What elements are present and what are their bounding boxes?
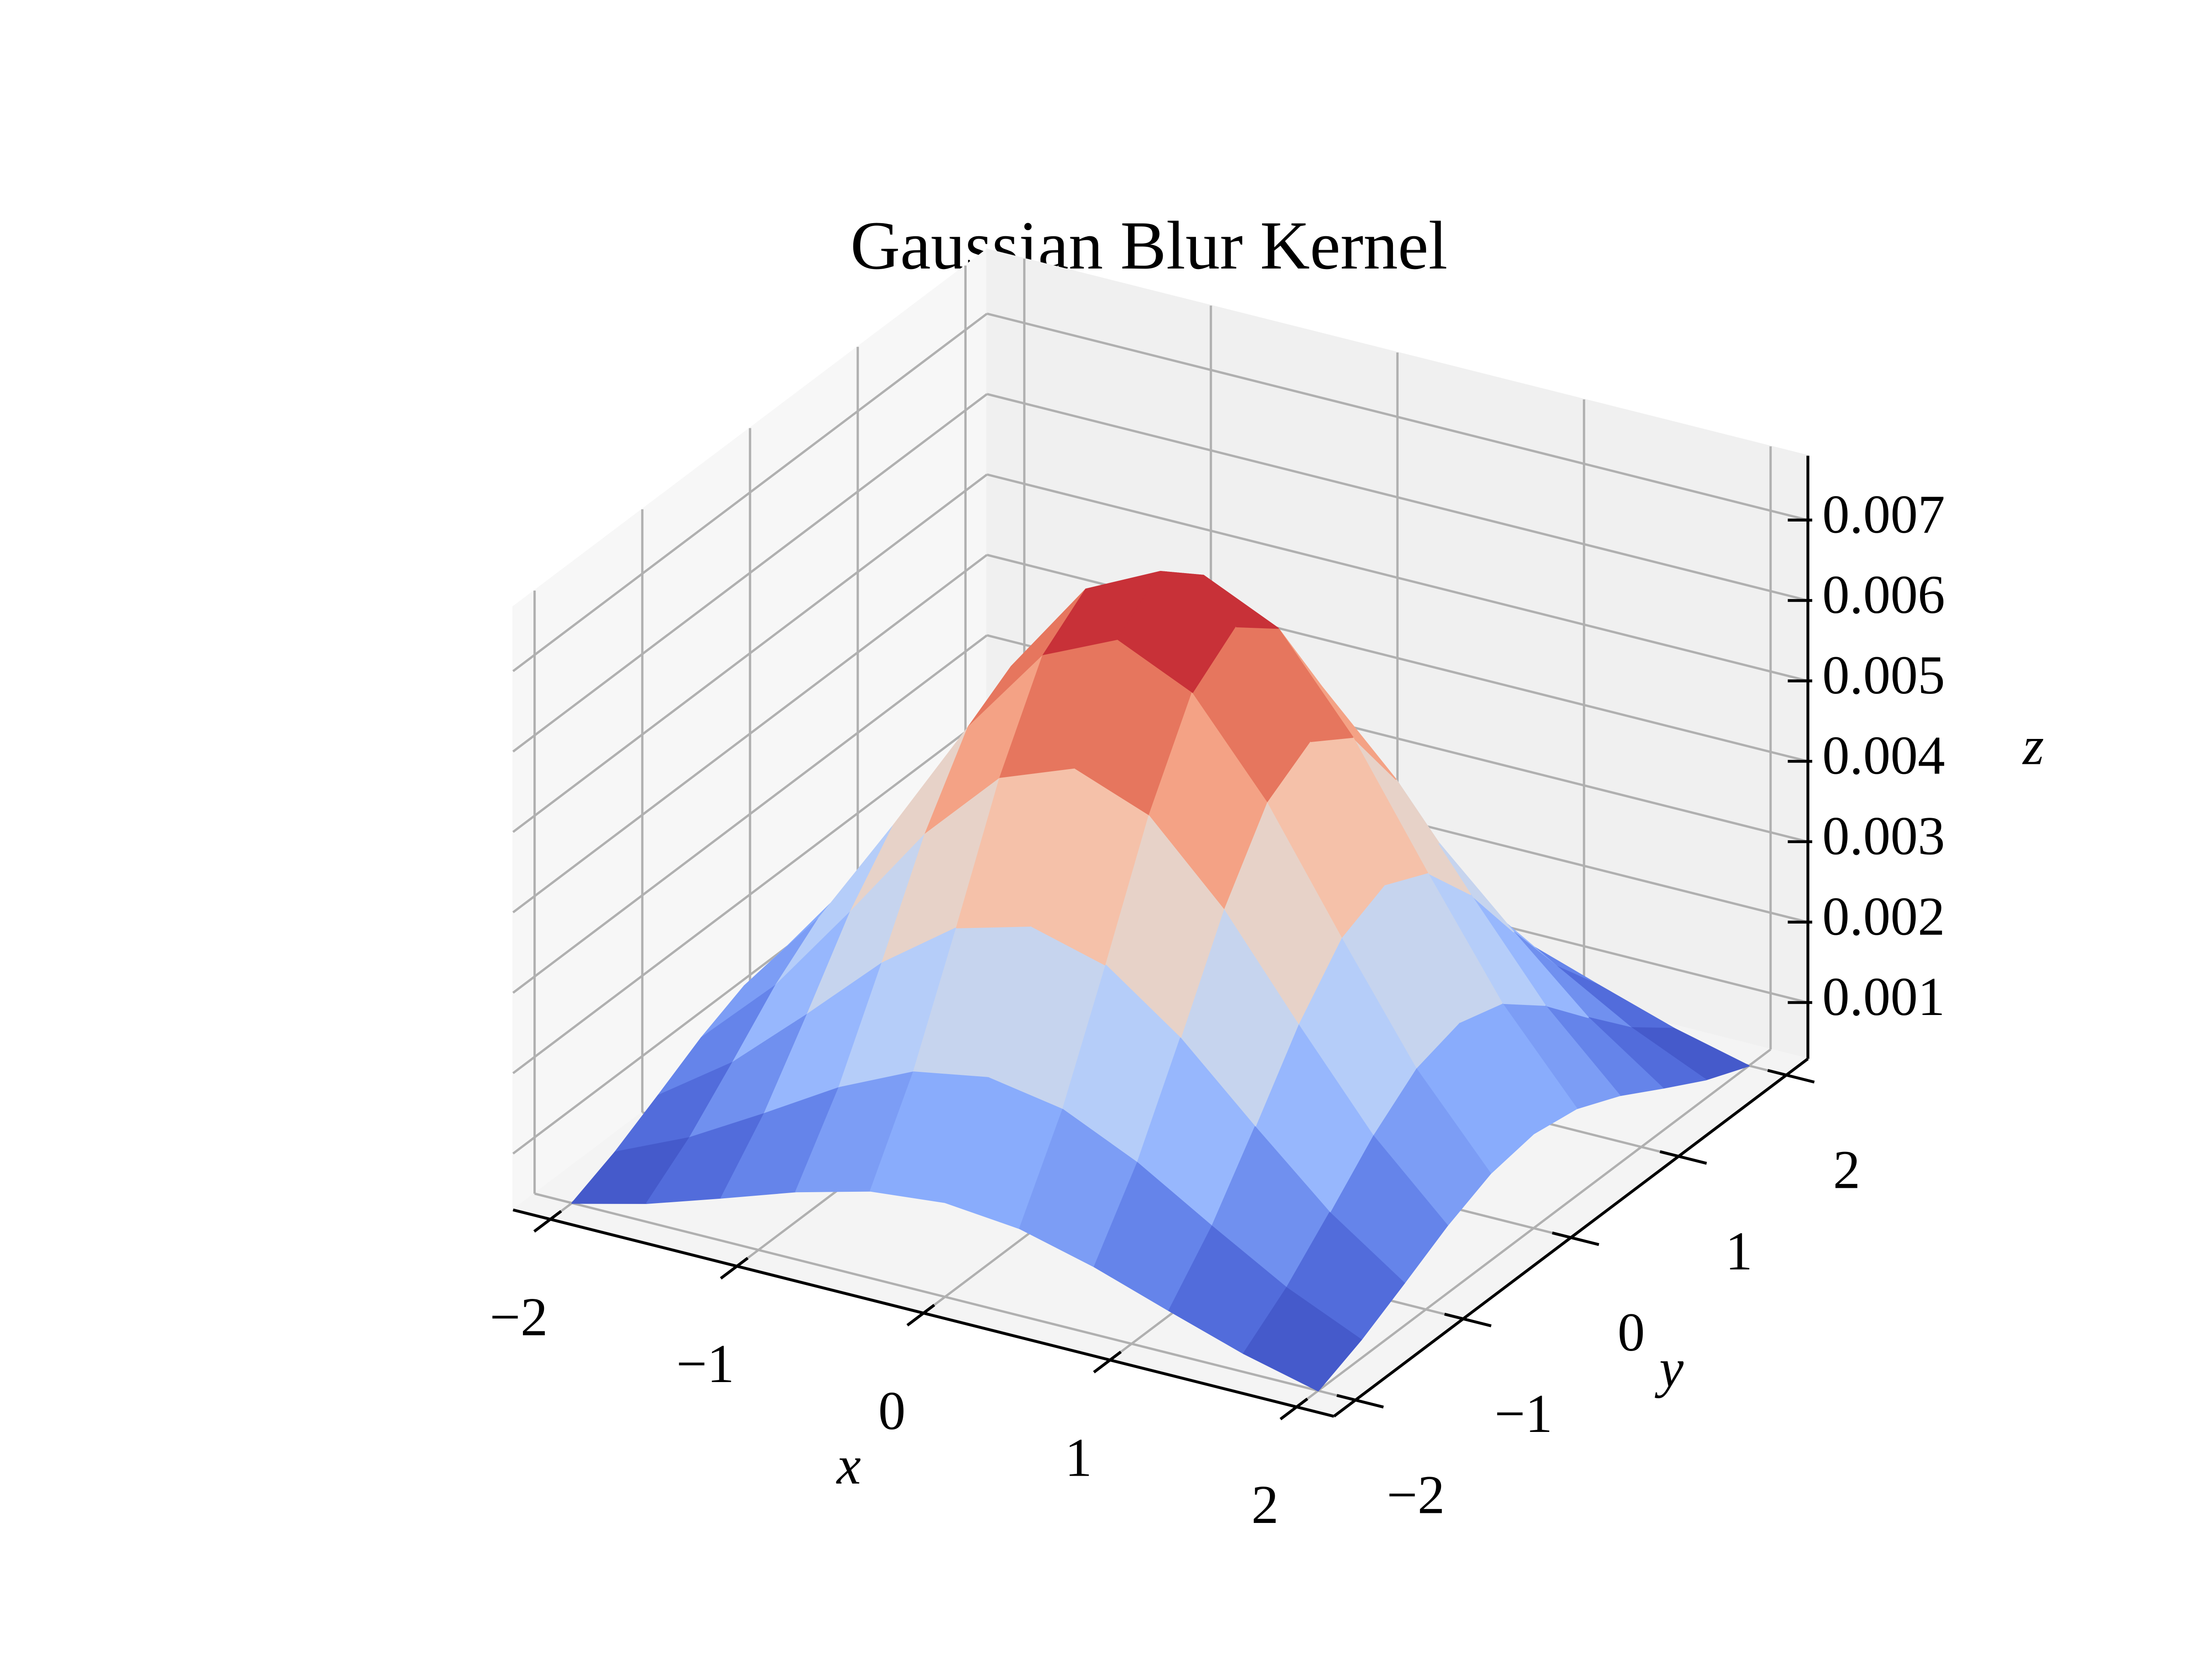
z-tick-label: 0.003 [1822,806,1945,866]
grid-line [512,634,988,994]
y-tick-label: −2 [1387,1465,1445,1525]
y-tick [1659,1150,1707,1165]
grid-line [512,473,988,833]
x-tick [1280,1397,1308,1421]
z-tick-label: 0.006 [1822,564,1945,625]
z-axis-label: z [2022,715,2044,776]
z-tick-label: 0.002 [1822,886,1945,946]
x-tick-label: 0 [878,1380,905,1441]
grid-line [986,473,1809,682]
x-tick-label: −1 [676,1334,734,1394]
y-tick [1767,1069,1815,1084]
grid-line [512,312,988,672]
x-axis-label: x [836,1435,861,1495]
z-tick-label: 0.001 [1822,966,1945,1027]
x-tick-label: 2 [1252,1474,1279,1535]
y-tick-label: 1 [1725,1221,1753,1281]
grid-line [512,393,988,752]
grid-line [986,393,1809,602]
y-tick-label: −1 [1494,1383,1553,1444]
z-tick-label: 0.005 [1822,645,1945,705]
x-tick [720,1256,749,1280]
grid-line [512,554,988,914]
grid-line [986,312,1809,522]
y-axis-label: y [1655,1338,1684,1398]
y-tick-label: 0 [1618,1302,1645,1362]
x-tick-label: 1 [1065,1428,1092,1488]
grid-line [534,1192,1356,1401]
x-tick [906,1304,935,1326]
grid-line [512,714,988,1074]
y-tick [1444,1312,1492,1327]
z-tick-label: 0.004 [1822,725,1945,786]
surface-facet [1243,1287,1362,1392]
x-tick [533,1210,562,1233]
y-tick [1336,1394,1384,1409]
y-tick-label: 2 [1833,1140,1860,1200]
y-tick [1552,1231,1599,1246]
x-tick-label: −2 [490,1287,548,1347]
z-tick-label: 0.007 [1822,484,1945,544]
chart-title: Gaussian Blur Kernel [850,208,1448,284]
x-tick [1093,1351,1122,1374]
